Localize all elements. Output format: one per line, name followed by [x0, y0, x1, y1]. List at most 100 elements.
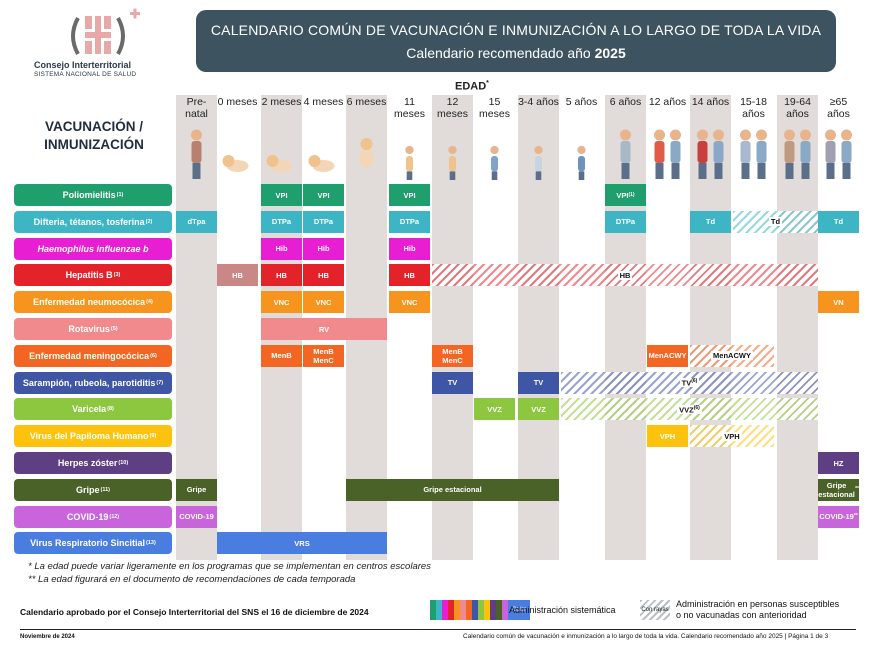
title-banner: CALENDARIO COMÚN DE VACUNACIÓN E INMUNIZ… — [196, 10, 836, 72]
girl-icon — [620, 129, 631, 179]
legend-color-stripe — [448, 600, 454, 620]
vaccine-label: Varicela (8) — [14, 398, 172, 421]
dose-cell: VNC — [303, 291, 344, 314]
vaccine-note: (9) — [149, 433, 157, 440]
dose-label: Gripe estacional — [818, 480, 855, 499]
baby-lying-icon — [266, 155, 293, 172]
dose-cell: VPI — [389, 184, 430, 206]
vaccine-name: Virus del Papiloma Humano — [29, 431, 149, 442]
footnote-age: * La edad puede variar ligeramente en lo… — [28, 561, 431, 572]
vaccine-label: Enfermedad neumocócica (4) — [14, 291, 172, 314]
dose-cell: HB — [389, 264, 430, 287]
dose-label: VRS — [294, 538, 310, 548]
vaccine-name: Enfermedad neumocócica — [33, 297, 146, 308]
vaccine-name: Varicela — [72, 404, 107, 415]
dose-hatched-label: MenACWY — [711, 351, 753, 361]
dose-cell: Td — [690, 210, 731, 233]
dose-label: VPI — [616, 190, 629, 200]
baby-crawling-icon — [308, 155, 335, 172]
footer-divider — [20, 629, 856, 630]
vaccine-note: (6) — [150, 352, 157, 359]
banner-year: 2025 — [594, 45, 626, 61]
dose-cell: MenB — [261, 344, 302, 367]
dose-label: VVZ — [531, 404, 546, 414]
dose-hatched-label: HB — [617, 270, 633, 280]
newborn-icon — [222, 155, 249, 172]
banner-subtitle-text: Calendario recomendado año — [406, 45, 595, 61]
legend-color-stripe — [496, 600, 502, 620]
vaccine-note: (11) — [100, 486, 110, 493]
vaccine-label: Herpes zóster (10) — [14, 452, 172, 474]
dose-hatched-label: Td — [768, 217, 783, 227]
vaccine-label: Virus del Papiloma Humano (9) — [14, 425, 172, 448]
child-icon — [490, 145, 499, 180]
dose-cell: VPI (1) — [605, 184, 646, 206]
vaccine-name: Hepatitis B — [65, 270, 113, 281]
footer-caption: Calendario común de vacunación e inmuniz… — [463, 633, 829, 640]
dose-label: HB — [318, 270, 329, 280]
age-column-header: 0 meses — [217, 96, 258, 108]
dose-cell: VPH — [647, 425, 688, 448]
dose-label: Hib — [317, 244, 330, 254]
footer-date: Noviembre de 2024 — [20, 634, 75, 640]
dose-hatched: Td — [733, 210, 818, 233]
vaccine-name: Haemophilus influenzae b — [37, 243, 149, 254]
dose-cell: Gripe estacional ** — [818, 478, 859, 501]
legend-susceptible: Administración en personas susceptibles o… — [676, 599, 839, 621]
age-column-header: 3-4 años — [518, 96, 559, 108]
dose-hatched-label: TV(6) — [679, 377, 700, 388]
vaccine-note: (1) — [116, 192, 124, 198]
dose-label: Gripe estacional — [423, 485, 482, 495]
dose-label: TV — [447, 378, 458, 388]
dose-cell: Gripe — [176, 478, 217, 501]
vaccine-name: Herpes zóster — [57, 458, 118, 468]
vaccine-note: (10) — [118, 460, 129, 466]
legend-susceptible-line2: o no vacunadas con anterioridad — [676, 610, 807, 620]
dose-label: DTPa — [271, 217, 292, 227]
dose-cell: Hib — [389, 237, 430, 260]
dose-hatched-note: (6) — [693, 404, 700, 411]
vaccine-name: Gripe — [76, 484, 100, 495]
dose-label: MenB MenC — [442, 346, 463, 365]
vaccine-note: (4) — [146, 299, 153, 306]
dose-cell: VVZ — [474, 398, 515, 421]
dose-cell: VPI — [303, 184, 344, 206]
logo-line1: Consejo Interterritorial — [34, 60, 132, 70]
adult-couple-icon — [784, 129, 811, 179]
legend-susceptible-line1: Administración en personas susceptibles — [676, 599, 840, 609]
logo-cross-icon — [71, 8, 140, 55]
dose-cell: MenACWY — [647, 344, 688, 367]
dose-label: DTPa — [399, 217, 420, 227]
legend-color-stripe — [478, 600, 484, 620]
dose-hatched-note: (6) — [691, 377, 698, 384]
vaccination-title: VACUNACIÓN / INMUNIZACIÓN — [44, 119, 144, 152]
vaccine-label: Virus Respiratorio Sincitial (13) — [14, 532, 172, 555]
dose-hatched: MenACWY — [690, 344, 774, 367]
dose-cell: Gripe estacional — [346, 478, 559, 501]
dose-cell: HB — [217, 264, 258, 287]
legend-color-word: Color — [508, 600, 530, 620]
dose-cell: dTpa — [176, 210, 217, 233]
dose-label: VPI — [317, 190, 330, 200]
legend-color-stripe — [490, 600, 496, 620]
age-header: EDAD* — [455, 80, 489, 93]
preteen-couple-icon — [654, 129, 681, 179]
dose-label: RV — [318, 324, 330, 334]
dose-label: VNC — [401, 297, 418, 307]
toddler-icon — [405, 145, 414, 180]
legend-color-stripe — [436, 600, 442, 620]
age-column-header: 6 meses — [346, 96, 387, 108]
dose-note: ** — [853, 513, 858, 520]
dose-cell: COVID-19 ** — [818, 505, 859, 528]
legend-color-stripe — [454, 600, 460, 620]
baby-sitting-icon — [359, 138, 374, 168]
dose-label: VPH — [659, 431, 676, 441]
dose-label: VVZ — [487, 404, 502, 414]
dose-label: VPI — [403, 190, 416, 200]
dose-label: Hib — [403, 244, 416, 254]
legend-color-swatch: Color — [430, 600, 530, 620]
banner-title: CALENDARIO COMÚN DE VACUNACIÓN E INMUNIZ… — [210, 22, 822, 38]
dose-label: VN — [833, 297, 844, 307]
dose-label: MenACWY — [648, 351, 687, 361]
dose-label: COVID-19 — [819, 512, 854, 522]
